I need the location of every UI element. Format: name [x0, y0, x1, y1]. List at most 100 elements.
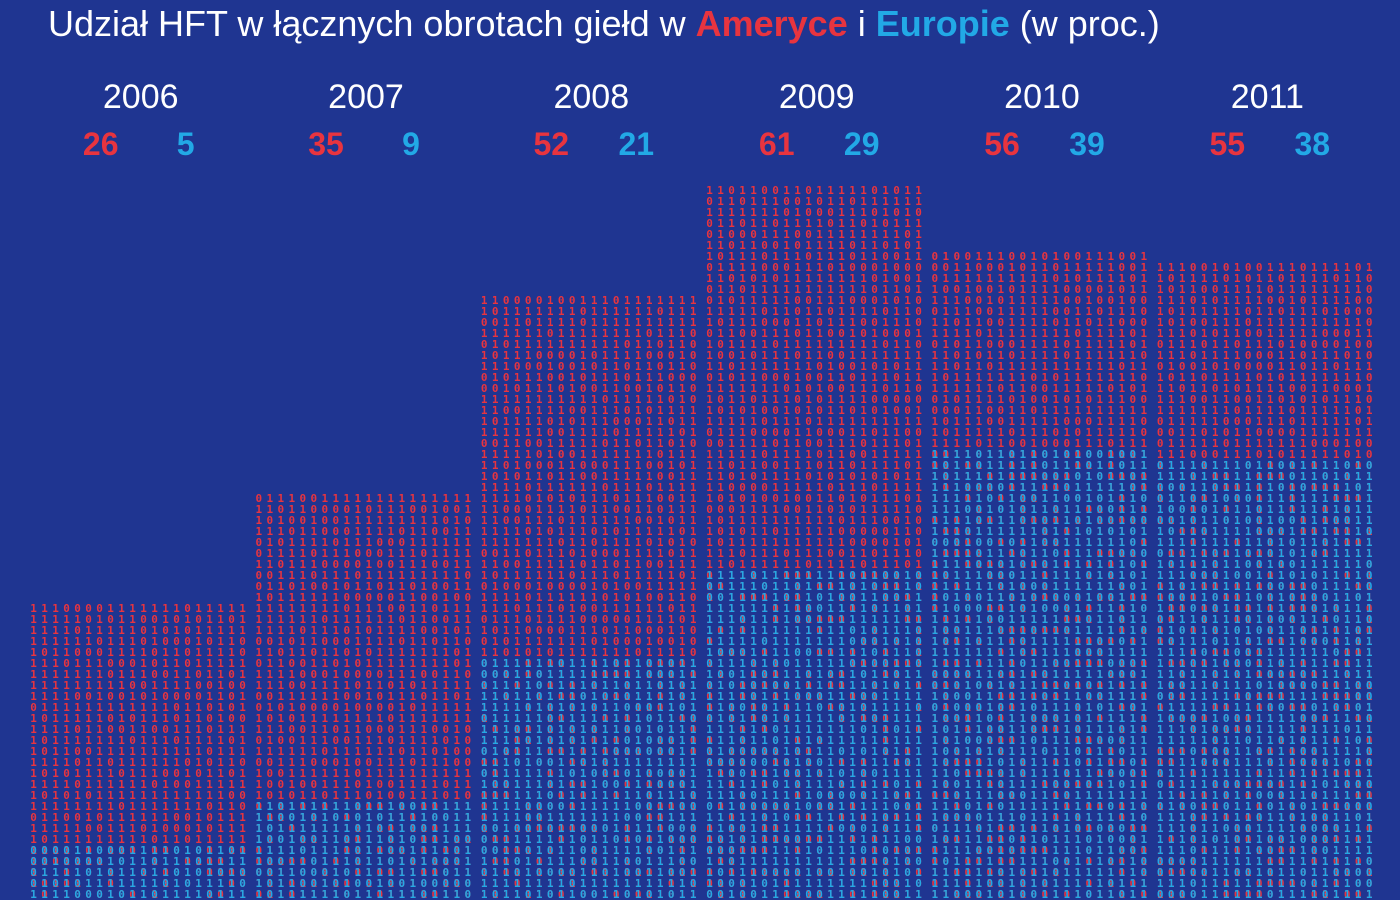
svg-text:1: 1 [85, 756, 92, 769]
svg-text:0: 0 [343, 866, 350, 879]
svg-text:1: 1 [321, 734, 328, 747]
svg-text:1: 1 [107, 811, 114, 824]
svg-text:1: 1 [41, 602, 48, 615]
svg-text:1: 1 [85, 855, 92, 868]
svg-text:1: 1 [162, 679, 169, 692]
svg-text:0: 0 [228, 789, 235, 802]
svg-text:1: 1 [343, 547, 350, 560]
svg-text:1: 1 [228, 855, 235, 868]
title-america: Ameryce [696, 3, 848, 44]
svg-text:1: 1 [343, 767, 350, 780]
svg-text:0: 0 [354, 877, 361, 890]
svg-text:0: 0 [365, 756, 372, 769]
svg-text:0: 0 [365, 624, 372, 637]
svg-text:1: 1 [151, 811, 158, 824]
svg-text:1: 1 [321, 646, 328, 659]
svg-text:1: 1 [332, 624, 339, 637]
title-europe: Europie [876, 3, 1010, 44]
svg-text:0: 0 [107, 690, 114, 703]
svg-text:0: 0 [217, 855, 224, 868]
svg-text:1: 1 [195, 756, 202, 769]
svg-text:1: 1 [107, 844, 114, 857]
svg-text:0: 0 [239, 844, 246, 857]
svg-text:1: 1 [365, 514, 372, 527]
svg-text:1: 1 [140, 811, 147, 824]
svg-text:1: 1 [96, 877, 103, 890]
america-bar-2006: 1111111011111111101111111110011101110101… [30, 602, 246, 900]
svg-text:1: 1 [228, 602, 235, 615]
svg-text:0: 0 [288, 888, 295, 900]
svg-text:0: 0 [321, 580, 328, 593]
svg-text:1: 1 [184, 613, 191, 626]
svg-text:1: 1 [365, 613, 372, 626]
svg-text:0: 0 [354, 558, 361, 571]
svg-text:1: 1 [85, 877, 92, 890]
svg-text:0: 0 [129, 844, 136, 857]
svg-text:1: 1 [277, 613, 284, 626]
svg-text:1: 1 [343, 679, 350, 692]
svg-text:0: 0 [310, 756, 317, 769]
svg-text:1: 1 [63, 635, 70, 648]
svg-text:1: 1 [195, 734, 202, 747]
svg-text:1: 1 [41, 811, 48, 824]
svg-text:1: 1 [184, 734, 191, 747]
svg-text:1: 1 [129, 668, 136, 681]
svg-text:0: 0 [343, 668, 350, 681]
svg-text:0: 0 [140, 690, 147, 703]
europe-value-2009: 29 [844, 126, 880, 162]
svg-text:0: 0 [206, 723, 213, 736]
europe-value-2010: 39 [1069, 126, 1105, 162]
svg-text:0: 0 [173, 866, 180, 879]
svg-text:1: 1 [717, 184, 724, 197]
svg-text:1: 1 [332, 492, 339, 505]
svg-text:0: 0 [107, 723, 114, 736]
svg-text:0: 0 [184, 602, 191, 615]
svg-text:1: 1 [162, 756, 169, 769]
svg-text:1: 1 [255, 646, 262, 659]
svg-text:1: 1 [299, 558, 306, 571]
svg-text:1: 1 [321, 723, 328, 736]
svg-text:0: 0 [332, 756, 339, 769]
svg-text:1: 1 [310, 536, 317, 549]
svg-text:1: 1 [217, 646, 224, 659]
svg-text:0: 0 [277, 503, 284, 516]
svg-text:0: 0 [299, 668, 306, 681]
svg-text:1: 1 [195, 712, 202, 725]
svg-text:1: 1 [195, 778, 202, 791]
svg-text:1: 1 [668, 294, 675, 307]
svg-text:1: 1 [107, 866, 114, 879]
svg-text:0: 0 [299, 679, 306, 692]
svg-text:1: 1 [85, 767, 92, 780]
svg-text:0: 0 [1019, 250, 1026, 263]
svg-text:0: 0 [255, 569, 262, 582]
svg-text:1: 1 [118, 822, 125, 835]
svg-text:1: 1 [398, 492, 405, 505]
svg-text:0: 0 [74, 624, 81, 637]
svg-text:1: 1 [750, 184, 757, 197]
svg-text:1: 1 [228, 646, 235, 659]
svg-text:1: 1 [354, 492, 361, 505]
svg-text:1: 1 [794, 184, 801, 197]
svg-text:1: 1 [151, 679, 158, 692]
svg-text:1: 1 [129, 723, 136, 736]
svg-text:1: 1 [332, 602, 339, 615]
svg-text:1: 1 [310, 822, 317, 835]
svg-text:1: 1 [151, 822, 158, 835]
svg-text:0: 0 [953, 250, 960, 263]
svg-text:1: 1 [184, 866, 191, 879]
svg-text:1: 1 [365, 767, 372, 780]
svg-text:0: 0 [255, 844, 262, 857]
svg-text:0: 0 [365, 503, 372, 516]
svg-text:1: 1 [376, 745, 383, 758]
svg-text:0: 0 [173, 811, 180, 824]
svg-text:0: 0 [85, 888, 92, 900]
svg-text:0: 0 [184, 646, 191, 659]
svg-text:1: 1 [52, 811, 59, 824]
svg-text:1: 1 [915, 184, 922, 197]
svg-text:1: 1 [365, 558, 372, 571]
svg-text:1: 1 [376, 756, 383, 769]
svg-text:1: 1 [310, 888, 317, 900]
svg-text:0: 0 [266, 591, 273, 604]
svg-text:1: 1 [30, 888, 37, 900]
svg-text:1: 1 [321, 602, 328, 615]
